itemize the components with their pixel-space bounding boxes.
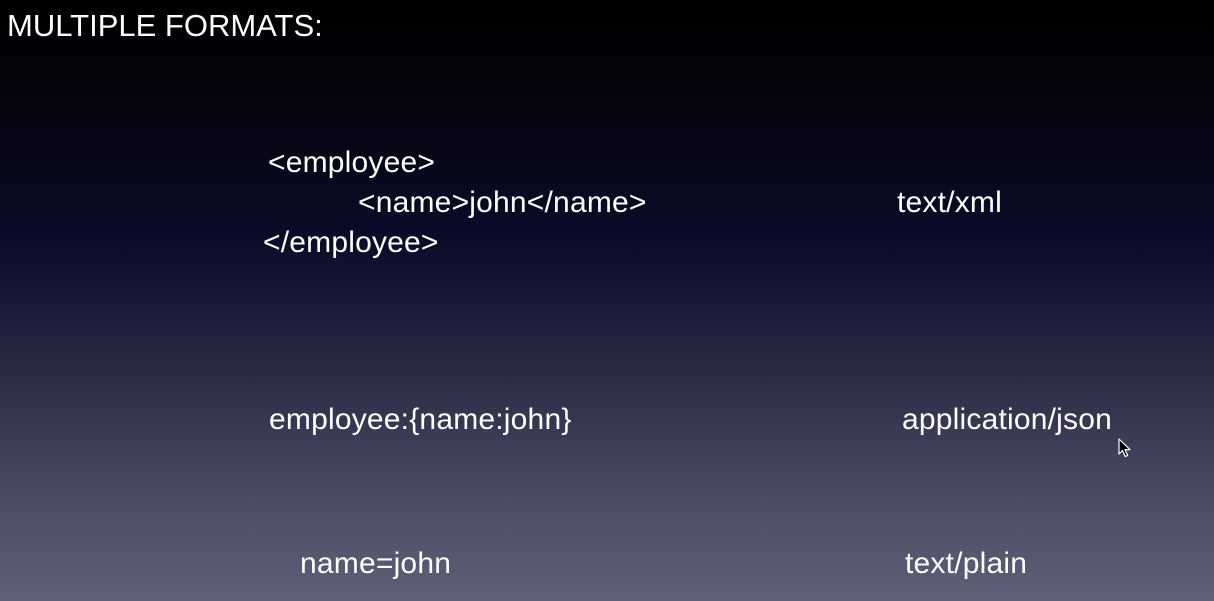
xml-line-name: <name>john</name>: [358, 186, 647, 219]
xml-line-open: <employee>: [268, 146, 436, 179]
json-example: employee:{name:john}: [269, 403, 572, 436]
mouse-pointer-icon: [1118, 438, 1131, 458]
plain-example: name=john: [300, 547, 452, 580]
xml-content-type: text/xml: [897, 186, 1002, 219]
plain-content-type: text/plain: [905, 547, 1028, 580]
slide-title: MULTIPLE FORMATS:: [7, 8, 323, 43]
json-content-type: application/json: [902, 403, 1113, 436]
xml-line-close: </employee>: [263, 226, 439, 259]
